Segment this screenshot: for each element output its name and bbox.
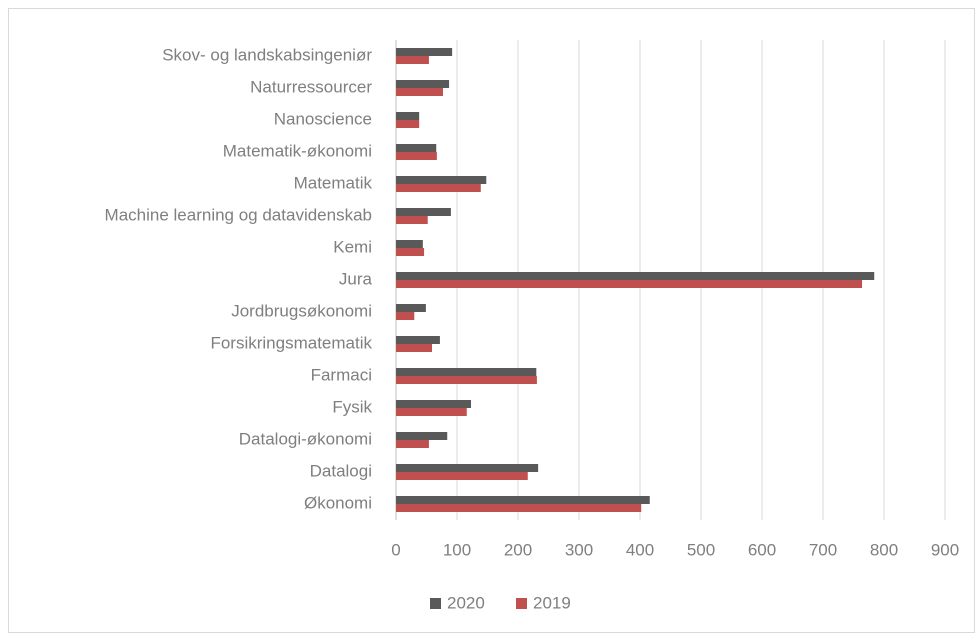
bar — [396, 368, 537, 376]
y-tick-label: Farmaci — [311, 365, 372, 384]
x-tick-label: 200 — [504, 540, 532, 559]
bar — [396, 312, 415, 320]
x-tick-label: 0 — [391, 540, 400, 559]
bar — [396, 184, 481, 192]
bar — [396, 376, 537, 384]
bar — [396, 272, 875, 280]
y-tick-label: Forsikringsmatematik — [210, 333, 372, 352]
y-tick-label: Jura — [339, 269, 373, 288]
y-tick-label: Matematik — [294, 173, 373, 192]
x-tick-label: 300 — [565, 540, 593, 559]
y-tick-label: Nanoscience — [274, 109, 372, 128]
y-tick-label: Datalogi — [310, 461, 372, 480]
legend-swatch — [430, 598, 441, 609]
bar — [396, 464, 539, 472]
bar — [396, 432, 448, 440]
bar — [396, 496, 650, 504]
bar — [396, 408, 467, 416]
y-tick-label: Naturressourcer — [250, 77, 372, 96]
legend-swatch — [516, 598, 527, 609]
y-tick-label: Kemi — [333, 237, 372, 256]
bar — [396, 344, 432, 352]
y-tick-label: Økonomi — [304, 493, 372, 512]
bar — [396, 120, 420, 128]
x-tick-label: 700 — [809, 540, 837, 559]
y-tick-label: Skov- og landskabsingeniør — [162, 45, 372, 64]
x-tick-label: 800 — [870, 540, 898, 559]
bar — [396, 248, 425, 256]
bar — [396, 112, 420, 120]
bar — [396, 472, 528, 480]
bar — [396, 504, 642, 512]
x-tick-label: 400 — [626, 540, 654, 559]
y-tick-label: Jordbrugsøkonomi — [231, 301, 372, 320]
y-tick-label: Matematik-økonomi — [223, 141, 372, 160]
bar — [396, 304, 426, 312]
x-tick-label: 500 — [687, 540, 715, 559]
bar — [396, 440, 429, 448]
bar — [396, 280, 863, 288]
bar — [396, 56, 429, 64]
bar — [396, 152, 437, 160]
bar — [396, 80, 450, 88]
bar — [396, 240, 423, 248]
bar — [396, 176, 487, 184]
y-tick-label: Datalogi-økonomi — [239, 429, 372, 448]
bar — [396, 400, 472, 408]
y-tick-label: Machine learning og datavidenskab — [105, 205, 372, 224]
bar — [396, 216, 428, 224]
x-tick-label: 900 — [931, 540, 959, 559]
bar — [396, 48, 453, 56]
chart-frame — [8, 8, 975, 633]
x-tick-label: 100 — [443, 540, 471, 559]
bar — [396, 144, 437, 152]
x-tick-label: 600 — [748, 540, 776, 559]
bar — [396, 336, 440, 344]
legend-label: 2020 — [447, 593, 485, 612]
y-tick-label: Fysik — [332, 397, 372, 416]
bar — [396, 208, 451, 216]
legend-label: 2019 — [533, 593, 571, 612]
bar — [396, 88, 443, 96]
